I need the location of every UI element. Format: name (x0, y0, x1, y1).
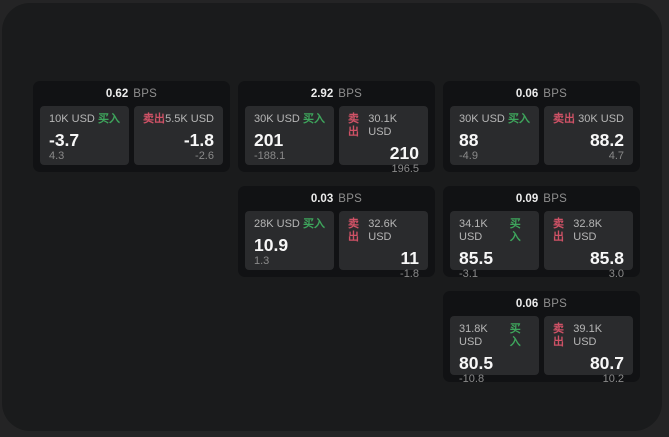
bps-unit: BPS (133, 87, 158, 100)
sell-panel[interactable]: 卖出 5.5K USD -1.8 -2.6 (134, 106, 223, 165)
buy-side-label: 买入 (508, 113, 530, 125)
card-header: 0.62 BPS (40, 81, 223, 106)
buy-panel[interactable]: 30K USD 买入 88 -4.9 (450, 106, 539, 165)
bps-unit: BPS (338, 87, 363, 100)
buy-notional: 31.8K USD (459, 323, 488, 348)
buy-panel[interactable]: 28K USD 买入 10.9 1.3 (245, 211, 334, 270)
sell-change: 196.5 (391, 163, 419, 175)
buy-price: 80.5 (459, 353, 494, 373)
sell-change: 3.0 (608, 268, 624, 280)
card-header: 0.03 BPS (245, 186, 428, 211)
card-header: 0.06 BPS (450, 291, 633, 316)
bps-value: 0.06 (515, 87, 539, 100)
bps-value: 0.09 (515, 192, 539, 205)
sell-notional: 30.1K USD (368, 113, 398, 138)
buy-price: 85.5 (459, 248, 494, 268)
quote-card: 0.06 BPS 30K USD 买入 88 -4.9 卖出 30K USD 8… (443, 81, 640, 172)
card-header: 2.92 BPS (245, 81, 428, 106)
sell-change: 4.7 (608, 150, 624, 162)
sell-side-label: 卖出 (553, 323, 564, 348)
card-body: 34.1K USD 买入 85.5 -3.1 卖出 32.8K USD 85.8… (450, 211, 633, 280)
sell-price: 85.8 (589, 248, 624, 268)
buy-change: -188.1 (254, 150, 286, 162)
bps-value: 2.92 (310, 87, 334, 100)
sell-side-label: 卖出 (348, 218, 359, 243)
sell-price: 11 (400, 248, 420, 268)
bps-unit: BPS (543, 297, 568, 310)
buy-side-label: 买入 (98, 113, 120, 125)
buy-price: 201 (254, 130, 284, 150)
sell-panel[interactable]: 卖出 30K USD 88.2 4.7 (544, 106, 633, 165)
buy-price: -3.7 (49, 130, 80, 150)
bps-unit: BPS (338, 192, 363, 205)
card-body: 30K USD 买入 88 -4.9 卖出 30K USD 88.2 4.7 (450, 106, 633, 165)
buy-panel[interactable]: 34.1K USD 买入 85.5 -3.1 (450, 211, 539, 280)
sell-panel[interactable]: 卖出 32.8K USD 85.8 3.0 (544, 211, 633, 280)
buy-panel[interactable]: 30K USD 买入 201 -188.1 (245, 106, 334, 165)
sell-side-label: 卖出 (143, 113, 165, 125)
quote-card: 0.03 BPS 28K USD 买入 10.9 1.3 卖出 32.6K US… (238, 186, 435, 280)
buy-panel[interactable]: 31.8K USD 买入 80.5 -10.8 (450, 316, 539, 385)
sell-panel[interactable]: 卖出 30.1K USD 210 196.5 (339, 106, 428, 175)
sell-side-label: 卖出 (553, 113, 575, 125)
quote-card: 0.09 BPS 34.1K USD 买入 85.5 -3.1 卖出 32.8K… (443, 186, 640, 280)
buy-notional: 10K USD (49, 113, 95, 125)
card-body: 31.8K USD 买入 80.5 -10.8 卖出 39.1K USD 80.… (450, 316, 633, 385)
sell-price: 80.7 (589, 353, 624, 373)
buy-change: -10.8 (459, 373, 485, 385)
card-body: 10K USD 买入 -3.7 4.3 卖出 5.5K USD -1.8 -2.… (40, 106, 223, 165)
buy-side-label: 买入 (509, 218, 521, 243)
sell-notional: 32.8K USD (573, 218, 603, 243)
card-body: 30K USD 买入 201 -188.1 卖出 30.1K USD 210 1… (245, 106, 428, 175)
sell-panel[interactable]: 卖出 32.6K USD 11 -1.8 (339, 211, 428, 280)
sell-notional: 39.1K USD (573, 323, 603, 348)
card-header: 0.06 BPS (450, 81, 633, 106)
buy-side-label: 买入 (509, 323, 521, 348)
sell-price: 88.2 (589, 130, 624, 150)
buy-side-label: 买入 (303, 218, 325, 230)
quote-card: 2.92 BPS 30K USD 买入 201 -188.1 卖出 30.1K … (238, 81, 435, 175)
sell-notional: 32.6K USD (368, 218, 398, 243)
buy-change: -4.9 (459, 150, 478, 162)
sell-side-label: 卖出 (553, 218, 564, 243)
quote-grid: 0.62 BPS 10K USD 买入 -3.7 4.3 卖出 5.5K USD… (33, 81, 640, 385)
buy-price: 10.9 (254, 235, 289, 255)
buy-notional: 30K USD (254, 113, 300, 125)
sell-side-label: 卖出 (348, 113, 359, 138)
quote-card: 0.62 BPS 10K USD 买入 -3.7 4.3 卖出 5.5K USD… (33, 81, 230, 172)
card-header: 0.09 BPS (450, 186, 633, 211)
sell-change: -1.8 (400, 268, 419, 280)
buy-change: 1.3 (254, 255, 270, 267)
sell-change: 10.2 (602, 373, 624, 385)
buy-price: 88 (459, 130, 479, 150)
buy-side-label: 买入 (303, 113, 325, 125)
buy-notional: 30K USD (459, 113, 505, 125)
sell-notional: 30K USD (578, 113, 624, 125)
bps-unit: BPS (543, 87, 568, 100)
buy-notional: 34.1K USD (459, 218, 488, 243)
bps-value: 0.62 (105, 87, 129, 100)
buy-change: -3.1 (459, 268, 478, 280)
sell-change: -2.6 (195, 150, 214, 162)
bps-value: 0.03 (310, 192, 334, 205)
buy-notional: 28K USD (254, 218, 300, 230)
buy-panel[interactable]: 10K USD 买入 -3.7 4.3 (40, 106, 129, 165)
sell-price: 210 (389, 143, 419, 163)
bps-value: 0.06 (515, 297, 539, 310)
buy-change: 4.3 (49, 150, 65, 162)
sell-price: -1.8 (183, 130, 214, 150)
card-body: 28K USD 买入 10.9 1.3 卖出 32.6K USD 11 -1.8 (245, 211, 428, 280)
sell-panel[interactable]: 卖出 39.1K USD 80.7 10.2 (544, 316, 633, 385)
sell-notional: 5.5K USD (165, 113, 214, 125)
quote-card: 0.06 BPS 31.8K USD 买入 80.5 -10.8 卖出 39.1… (443, 291, 640, 385)
bps-unit: BPS (543, 192, 568, 205)
